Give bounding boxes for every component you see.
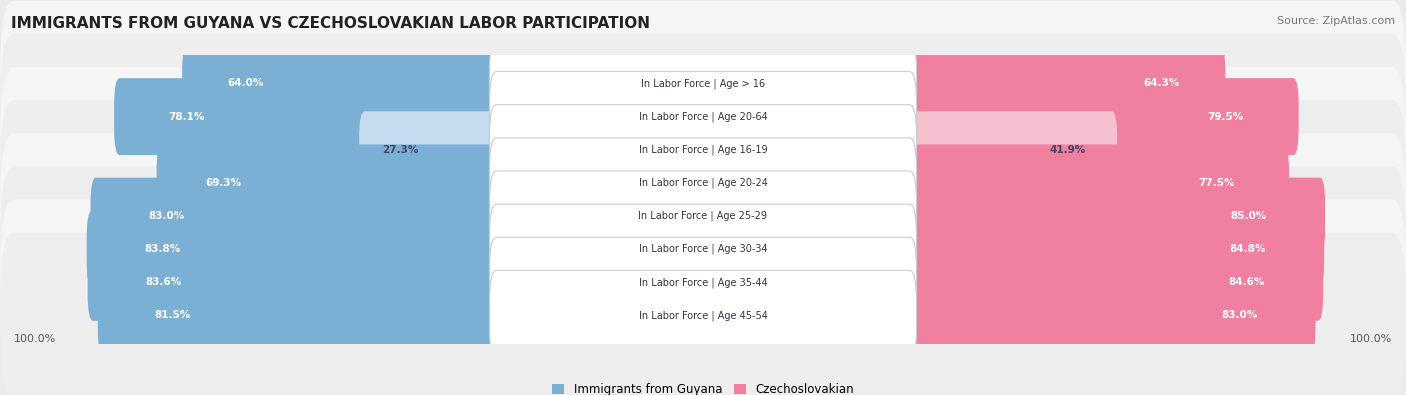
Text: 83.0%: 83.0% — [1222, 310, 1258, 320]
FancyBboxPatch shape — [0, 67, 1406, 233]
FancyBboxPatch shape — [904, 111, 1118, 188]
FancyBboxPatch shape — [904, 277, 1316, 354]
Text: 83.8%: 83.8% — [145, 244, 181, 254]
FancyBboxPatch shape — [0, 1, 1406, 166]
FancyBboxPatch shape — [359, 111, 502, 188]
Text: In Labor Force | Age 20-64: In Labor Force | Age 20-64 — [638, 111, 768, 122]
Text: In Labor Force | Age 25-29: In Labor Force | Age 25-29 — [638, 211, 768, 221]
Text: 69.3%: 69.3% — [205, 178, 242, 188]
Legend: Immigrants from Guyana, Czechoslovakian: Immigrants from Guyana, Czechoslovakian — [547, 379, 859, 395]
FancyBboxPatch shape — [489, 171, 917, 261]
Text: In Labor Force | Age 45-54: In Labor Force | Age 45-54 — [638, 310, 768, 321]
FancyBboxPatch shape — [90, 178, 502, 254]
FancyBboxPatch shape — [0, 34, 1406, 199]
FancyBboxPatch shape — [156, 145, 502, 221]
Text: 78.1%: 78.1% — [169, 112, 205, 122]
FancyBboxPatch shape — [489, 71, 917, 162]
FancyBboxPatch shape — [489, 138, 917, 228]
Text: 84.8%: 84.8% — [1229, 244, 1265, 254]
FancyBboxPatch shape — [489, 237, 917, 327]
FancyBboxPatch shape — [183, 45, 502, 122]
Text: In Labor Force | Age 20-24: In Labor Force | Age 20-24 — [638, 178, 768, 188]
FancyBboxPatch shape — [114, 78, 502, 155]
Text: 77.5%: 77.5% — [1198, 178, 1234, 188]
FancyBboxPatch shape — [489, 204, 917, 294]
Text: IMMIGRANTS FROM GUYANA VS CZECHOSLOVAKIAN LABOR PARTICIPATION: IMMIGRANTS FROM GUYANA VS CZECHOSLOVAKIA… — [11, 16, 650, 31]
FancyBboxPatch shape — [0, 100, 1406, 266]
FancyBboxPatch shape — [489, 271, 917, 361]
Text: 83.6%: 83.6% — [146, 277, 181, 287]
FancyBboxPatch shape — [904, 244, 1323, 321]
Text: In Labor Force | Age > 16: In Labor Force | Age > 16 — [641, 78, 765, 89]
FancyBboxPatch shape — [0, 199, 1406, 365]
FancyBboxPatch shape — [904, 178, 1324, 254]
FancyBboxPatch shape — [904, 45, 1225, 122]
Text: In Labor Force | Age 30-34: In Labor Force | Age 30-34 — [638, 244, 768, 254]
FancyBboxPatch shape — [0, 233, 1406, 395]
FancyBboxPatch shape — [489, 105, 917, 195]
Text: 100.0%: 100.0% — [1350, 334, 1392, 344]
FancyBboxPatch shape — [904, 145, 1289, 221]
FancyBboxPatch shape — [98, 277, 502, 354]
Text: 83.0%: 83.0% — [148, 211, 184, 221]
FancyBboxPatch shape — [87, 211, 502, 288]
Text: In Labor Force | Age 35-44: In Labor Force | Age 35-44 — [638, 277, 768, 288]
Text: 85.0%: 85.0% — [1230, 211, 1267, 221]
FancyBboxPatch shape — [87, 244, 502, 321]
Text: 27.3%: 27.3% — [382, 145, 418, 155]
Text: 84.6%: 84.6% — [1229, 277, 1264, 287]
FancyBboxPatch shape — [904, 78, 1299, 155]
Text: 100.0%: 100.0% — [14, 334, 56, 344]
Text: 64.0%: 64.0% — [228, 79, 264, 88]
FancyBboxPatch shape — [904, 211, 1324, 288]
FancyBboxPatch shape — [0, 166, 1406, 332]
Text: 81.5%: 81.5% — [155, 310, 191, 320]
Text: In Labor Force | Age 16-19: In Labor Force | Age 16-19 — [638, 145, 768, 155]
Text: 79.5%: 79.5% — [1206, 112, 1243, 122]
Text: Source: ZipAtlas.com: Source: ZipAtlas.com — [1277, 16, 1395, 26]
FancyBboxPatch shape — [0, 133, 1406, 299]
Text: 41.9%: 41.9% — [1049, 145, 1085, 155]
FancyBboxPatch shape — [489, 38, 917, 128]
Text: 64.3%: 64.3% — [1143, 79, 1180, 88]
